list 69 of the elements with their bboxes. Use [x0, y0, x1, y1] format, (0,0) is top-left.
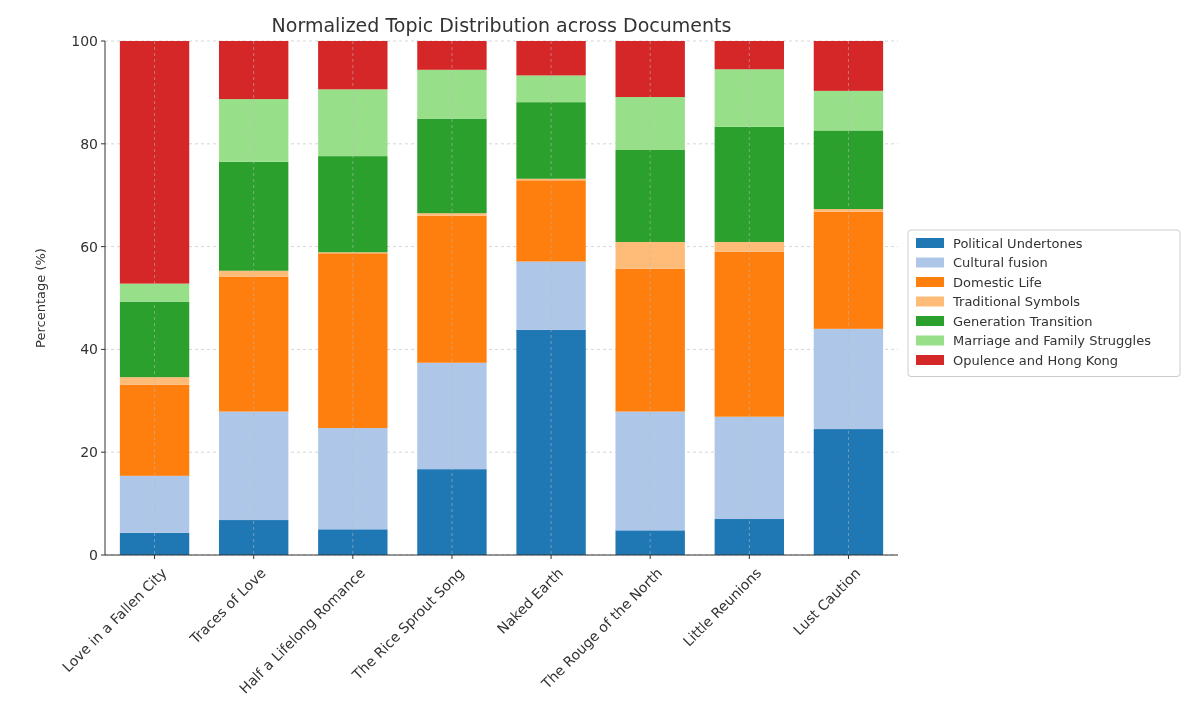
bar — [813, 429, 884, 555]
bar — [714, 416, 785, 520]
y-tick-label: 80 — [80, 135, 98, 152]
bar — [615, 411, 685, 531]
bar — [516, 75, 586, 103]
bar — [318, 89, 388, 157]
bar — [516, 102, 586, 179]
bar — [119, 377, 190, 385]
bar — [714, 41, 785, 70]
legend-label: Generation Transition — [953, 313, 1093, 329]
bar — [218, 270, 289, 277]
bar — [417, 469, 487, 555]
bar — [516, 180, 586, 262]
bar — [318, 428, 388, 530]
bar — [119, 475, 190, 533]
legend-label: Cultural fusion — [953, 255, 1048, 271]
bar — [218, 520, 289, 555]
bar — [318, 156, 388, 253]
bar — [218, 276, 289, 412]
legend-label: Opulence and Hong Kong — [953, 352, 1119, 368]
bar — [615, 241, 685, 269]
bar — [417, 362, 487, 470]
bar — [714, 69, 785, 127]
legend-label: Marriage and Family Struggles — [953, 333, 1152, 349]
bar — [615, 149, 685, 242]
bar — [615, 530, 685, 555]
bar — [119, 384, 190, 476]
bar — [714, 519, 785, 555]
bar — [218, 161, 289, 271]
bar — [218, 411, 289, 521]
bar — [318, 253, 388, 429]
bar — [516, 329, 586, 555]
bar — [119, 532, 190, 555]
bar — [813, 211, 884, 329]
legend-label: Traditional Symbols — [952, 294, 1081, 310]
bar — [119, 283, 190, 302]
chart-title: Normalized Topic Distribution across Documents — [271, 14, 732, 36]
bar — [417, 118, 487, 214]
bar — [417, 41, 487, 70]
bar — [318, 41, 388, 90]
bar — [516, 261, 586, 330]
bar — [813, 328, 884, 430]
bar — [813, 41, 884, 91]
bar — [714, 126, 785, 242]
bar — [615, 97, 685, 150]
bar — [714, 251, 785, 417]
y-tick-label: 20 — [80, 444, 98, 461]
y-tick-label: 100 — [71, 32, 98, 49]
bar — [119, 41, 190, 284]
bar — [417, 213, 487, 216]
bar — [813, 209, 884, 212]
y-tick-label: 0 — [89, 546, 98, 563]
bar — [813, 130, 884, 210]
bar — [615, 268, 685, 412]
y-axis-title: Percentage (%) — [33, 248, 48, 348]
bar — [516, 41, 586, 76]
bar — [218, 99, 289, 162]
legend-label: Domestic Life — [953, 274, 1042, 290]
legend-label: Political Undertones — [953, 235, 1083, 251]
bar — [318, 529, 388, 555]
y-tick-label: 40 — [80, 341, 98, 358]
bar — [417, 69, 487, 119]
bar — [615, 41, 685, 98]
bar — [417, 215, 487, 363]
y-tick-label: 60 — [80, 238, 98, 255]
bar — [714, 241, 785, 252]
bar — [813, 90, 884, 131]
bar — [119, 301, 190, 378]
bar — [218, 41, 289, 100]
